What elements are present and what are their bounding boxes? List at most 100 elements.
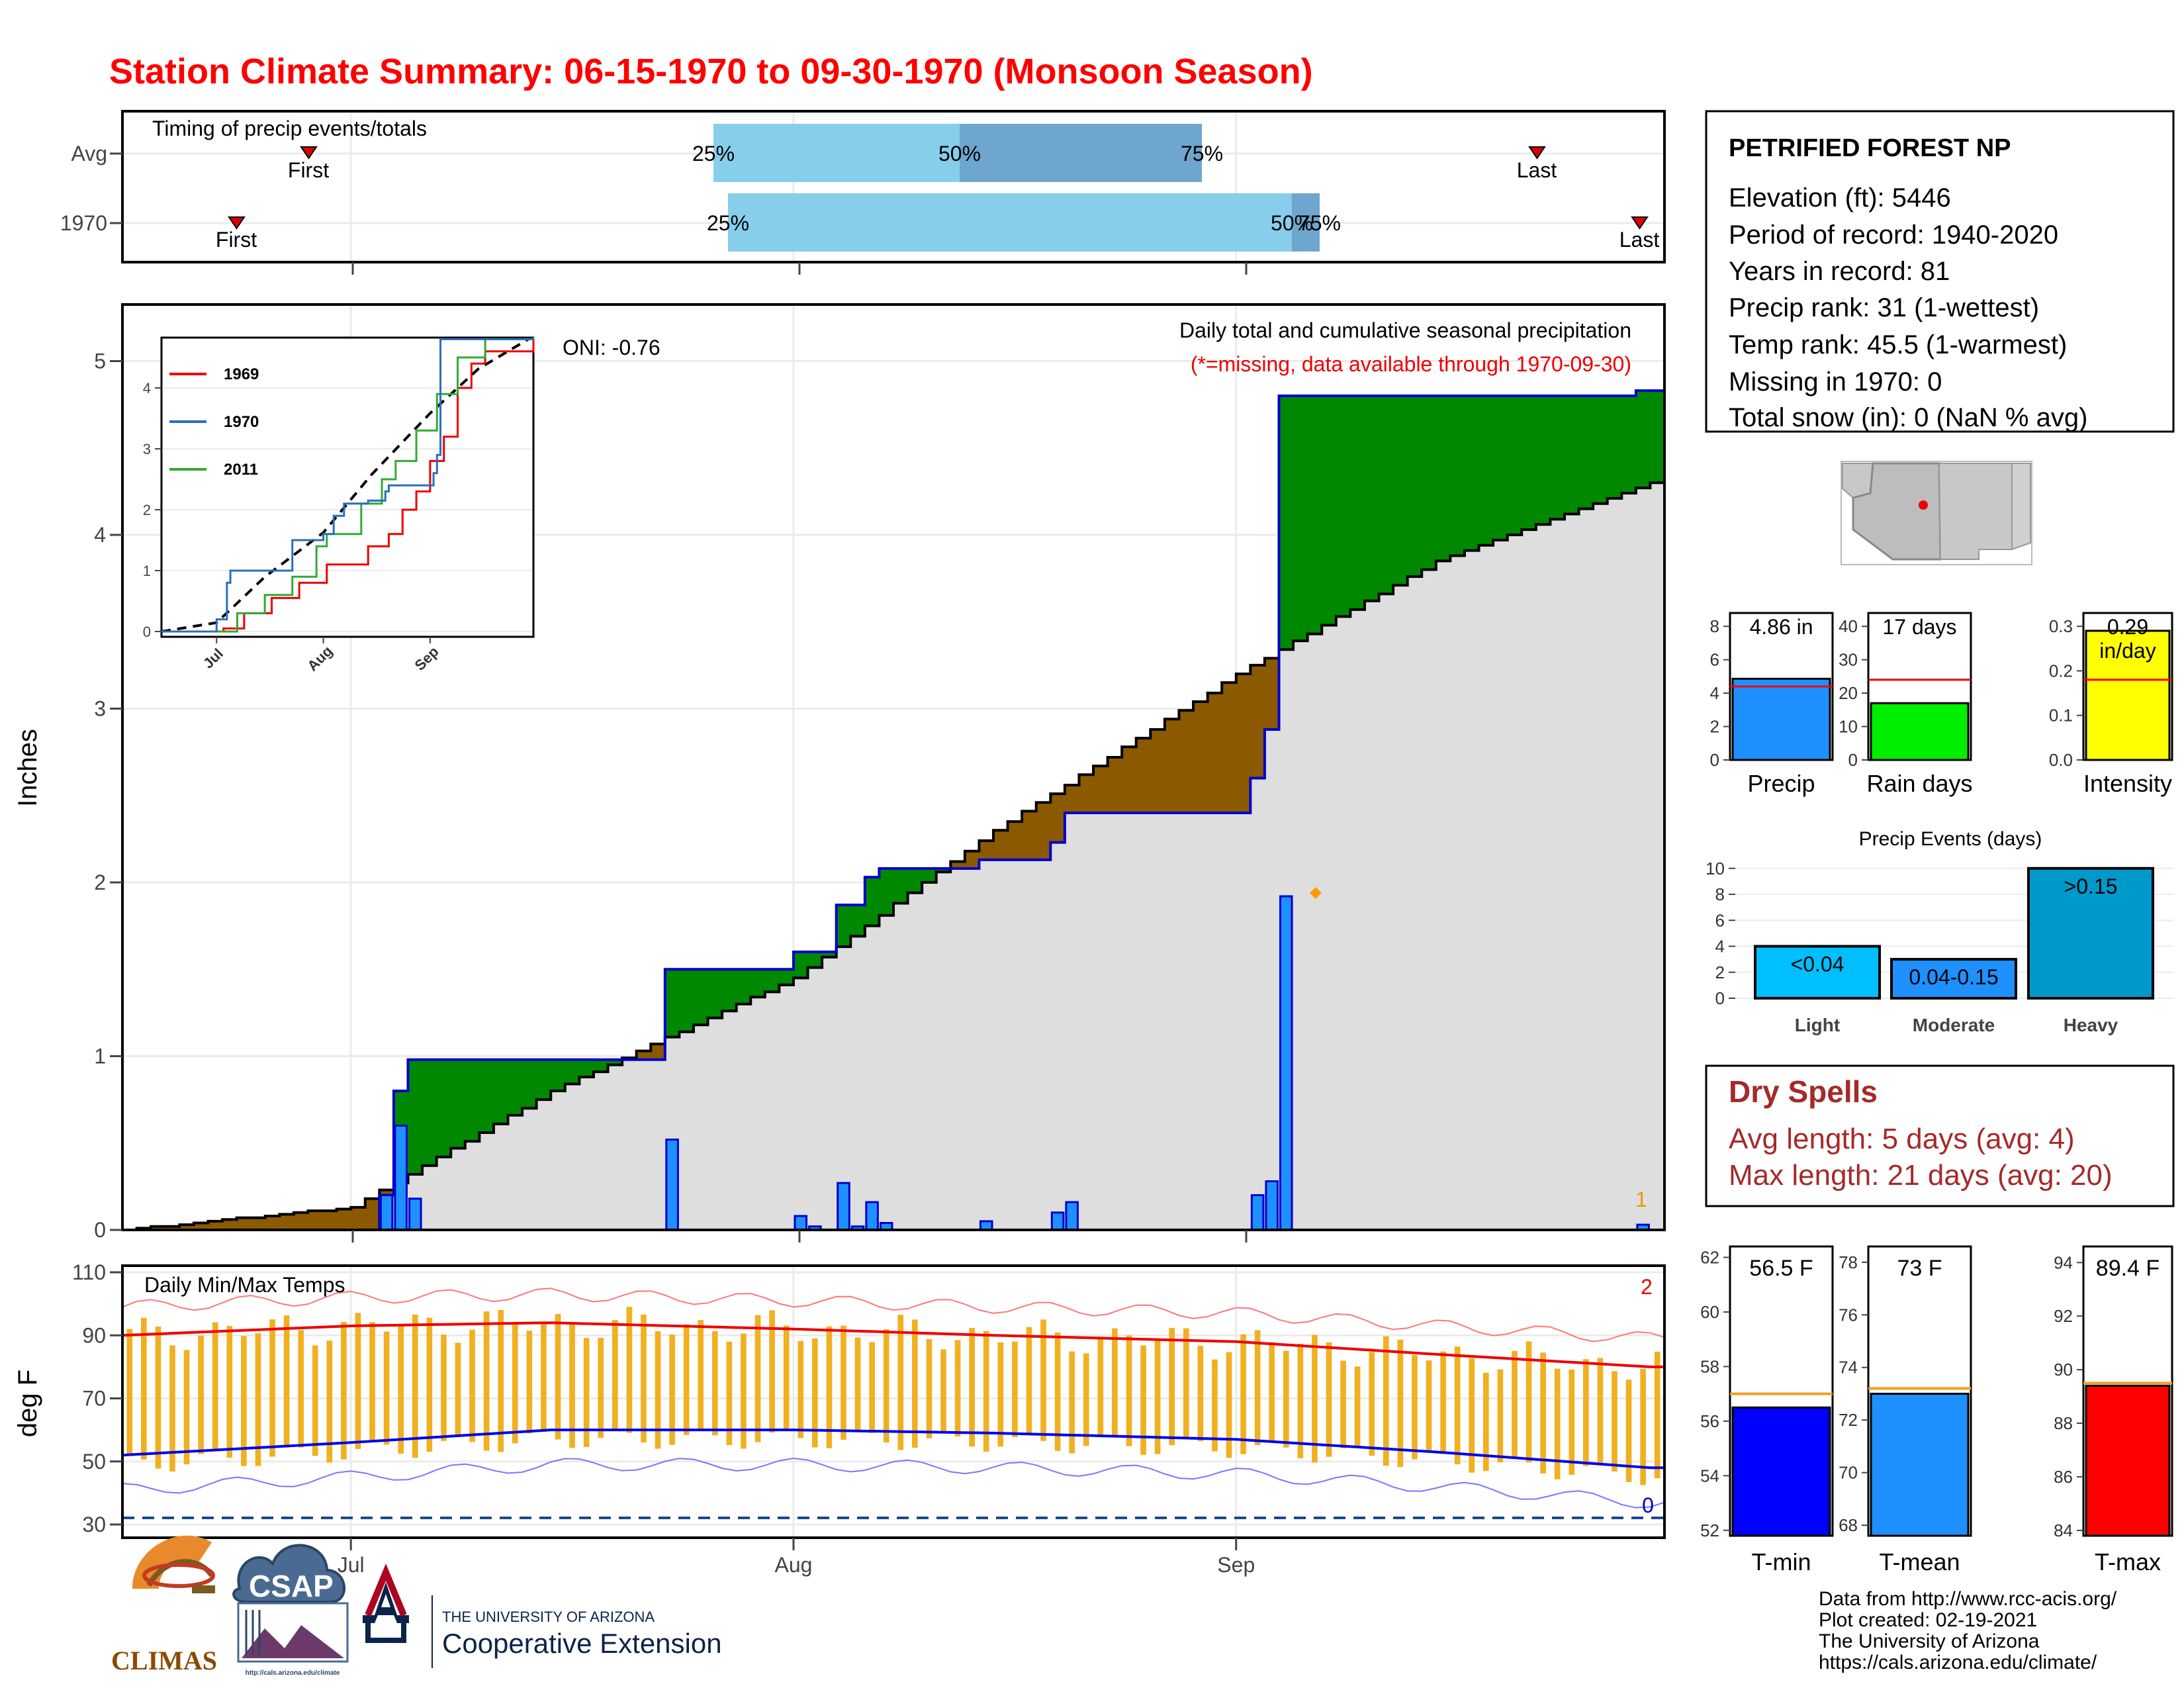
summary-unit-label: in/day xyxy=(2099,639,2156,663)
temp-summary-tick-label: 74 xyxy=(1839,1358,1858,1378)
events-tick-label: 0 xyxy=(1715,988,1725,1008)
avg-p50-label: 50% xyxy=(938,142,981,165)
daily-temp-bar xyxy=(1612,1371,1617,1472)
daily-temp-bar xyxy=(198,1335,204,1454)
temp-summary-bar xyxy=(1870,1392,1970,1537)
temp-chart: Daily Min/Max Temps 2 0 110 90 70 50 30 deg … xyxy=(13,1260,1666,1539)
temp-summary-bar xyxy=(1731,1406,1831,1537)
temp-summary-tick-label: 78 xyxy=(1839,1252,1858,1272)
events-category-label: Light xyxy=(1795,1015,1840,1035)
temp-summary-tick-label: 94 xyxy=(2054,1252,2073,1272)
daily-temp-bar xyxy=(812,1338,818,1448)
events-bar-moderate xyxy=(1890,958,2017,1000)
daily-temp-bar xyxy=(269,1319,275,1457)
daily-temp-bar xyxy=(383,1331,390,1445)
daily-temp-bar xyxy=(1654,1351,1661,1479)
daily-temp-bar xyxy=(126,1329,133,1456)
temp-ytick-label: 90 xyxy=(82,1323,106,1347)
summary-tick-label: 0.2 xyxy=(2049,661,2073,680)
daily-temp-bar xyxy=(1412,1354,1418,1460)
max-day-marker xyxy=(1310,887,1322,899)
inset-legend-label: 2011 xyxy=(224,461,258,479)
temp-summary-tick-label: 68 xyxy=(1839,1515,1858,1535)
main-ylabel: Inches xyxy=(13,729,42,807)
temp-summary-t-max: 84 86 88 90 92 94 89.4 F T-max xyxy=(2054,1245,2173,1575)
daily-temp-bar xyxy=(1026,1327,1032,1434)
summary-value-bar xyxy=(2085,630,2171,761)
locator-map xyxy=(1841,461,2032,565)
daily-temp-bar xyxy=(598,1337,604,1438)
daily-temp-bar xyxy=(841,1325,846,1440)
daily-temp-bar xyxy=(897,1315,904,1450)
avg-first-label: First xyxy=(288,158,329,182)
temp-summary-tick-label: 88 xyxy=(2054,1413,2073,1433)
main-ytick-label: 0 xyxy=(94,1218,106,1242)
daily-temp-bar xyxy=(255,1333,261,1466)
csap-logo[interactable]: CSAP http://cals.arizona.edu/climate xyxy=(232,1544,349,1677)
daily-temp-bar xyxy=(1197,1346,1204,1442)
daily-temp-bar xyxy=(683,1324,690,1435)
yr-25-50-bar xyxy=(728,193,1292,252)
temp-summary-value-label: 73 F xyxy=(1897,1256,1942,1281)
station-temp-rank: Temp rank: 45.5 (1-warmest) xyxy=(1729,330,2067,359)
temp-ytick-label: 70 xyxy=(82,1387,106,1411)
station-info-box: PETRIFIED FOREST NP Elevation (ft): 5446… xyxy=(1705,110,2175,433)
inset-legend-label: 1970 xyxy=(224,413,259,431)
temp-summary-tick-label: 86 xyxy=(2054,1467,2073,1487)
daily-temp-bar xyxy=(369,1322,375,1442)
inset-ytick-label: 2 xyxy=(143,502,151,518)
cum-1970-line xyxy=(122,389,1664,1231)
daily-temp-bar xyxy=(1625,1380,1632,1482)
daily-temp-bar xyxy=(1354,1366,1361,1448)
daily-temp-bar xyxy=(612,1320,618,1430)
events-tick-label: 8 xyxy=(1715,884,1725,904)
daily-temp-bar xyxy=(541,1322,547,1432)
daily-temp-bar xyxy=(983,1331,989,1452)
inset-ytick-label: 0 xyxy=(143,624,151,640)
daily-precip-bar xyxy=(1065,1201,1079,1231)
temp-count-lo: 0 xyxy=(1642,1493,1654,1517)
temp-summary-t-min: 52 54 56 58 60 62 56.5 F T-min xyxy=(1700,1245,1834,1575)
daily-temp-bar xyxy=(169,1345,175,1472)
daily-temp-bar xyxy=(1326,1342,1332,1457)
daily-precip-bar xyxy=(1265,1180,1279,1231)
daily-temp-bar xyxy=(569,1323,575,1448)
daily-temp-bar xyxy=(1497,1369,1504,1463)
summary-tick-label: 0.3 xyxy=(2049,616,2073,636)
dry-spells-avg: Avg length: 5 days (avg: 4) xyxy=(1729,1123,2075,1155)
yr-last-label: Last xyxy=(1619,228,1660,252)
daily-temp-bar xyxy=(183,1350,190,1465)
events-bar-heavy xyxy=(2027,867,2154,1000)
temp-ytick-label: 110 xyxy=(72,1260,106,1284)
daily-temp-bar xyxy=(1140,1345,1146,1455)
daily-temp-bar xyxy=(626,1307,633,1433)
daily-temp-bar xyxy=(141,1317,147,1460)
summary-tick-label: 4 xyxy=(1710,683,1719,703)
record-low-line xyxy=(122,1458,1665,1509)
x-tick-label: Sep xyxy=(1217,1553,1255,1577)
ua-logo[interactable]: THE UNIVERSITY OF ARIZONA Cooperative Ex… xyxy=(363,1563,722,1668)
daily-temp-bar xyxy=(1340,1360,1346,1448)
timing-label: Timing of precip events/totals xyxy=(152,117,427,140)
temp-summary-tick-label: 76 xyxy=(1839,1305,1858,1325)
temp-ytick-label: 30 xyxy=(82,1513,106,1536)
station-name: PETRIFIED FOREST NP xyxy=(1729,134,2011,162)
daily-temp-bar xyxy=(655,1331,661,1449)
daily-temp-bar xyxy=(341,1321,347,1460)
dry-spells-box: Dry Spells Avg length: 5 days (avg: 4) M… xyxy=(1705,1064,2175,1207)
yr-first-marker xyxy=(228,216,246,230)
daily-temp-bar xyxy=(797,1340,804,1438)
climas-logo[interactable]: CLIMAS xyxy=(111,1535,217,1675)
temp-ytick-label: 50 xyxy=(82,1450,106,1474)
summary-tick-label: 0.0 xyxy=(2049,750,2073,770)
temp-summary-tick-label: 52 xyxy=(1700,1521,1719,1540)
daily-precip-bar xyxy=(394,1125,408,1231)
daily-temp-bar xyxy=(1254,1330,1261,1446)
daily-temp-bar xyxy=(883,1329,889,1443)
main-title: Daily total and cumulative seasonal prec… xyxy=(1179,318,1631,342)
footer-credits: Data from http://www.rcc-acis.org/ Plot … xyxy=(1819,1588,2117,1673)
summary-chart-rain-days: 0 10 20 30 40 17 days Rain days xyxy=(1839,612,1973,797)
daily-temp-bar xyxy=(926,1339,933,1438)
